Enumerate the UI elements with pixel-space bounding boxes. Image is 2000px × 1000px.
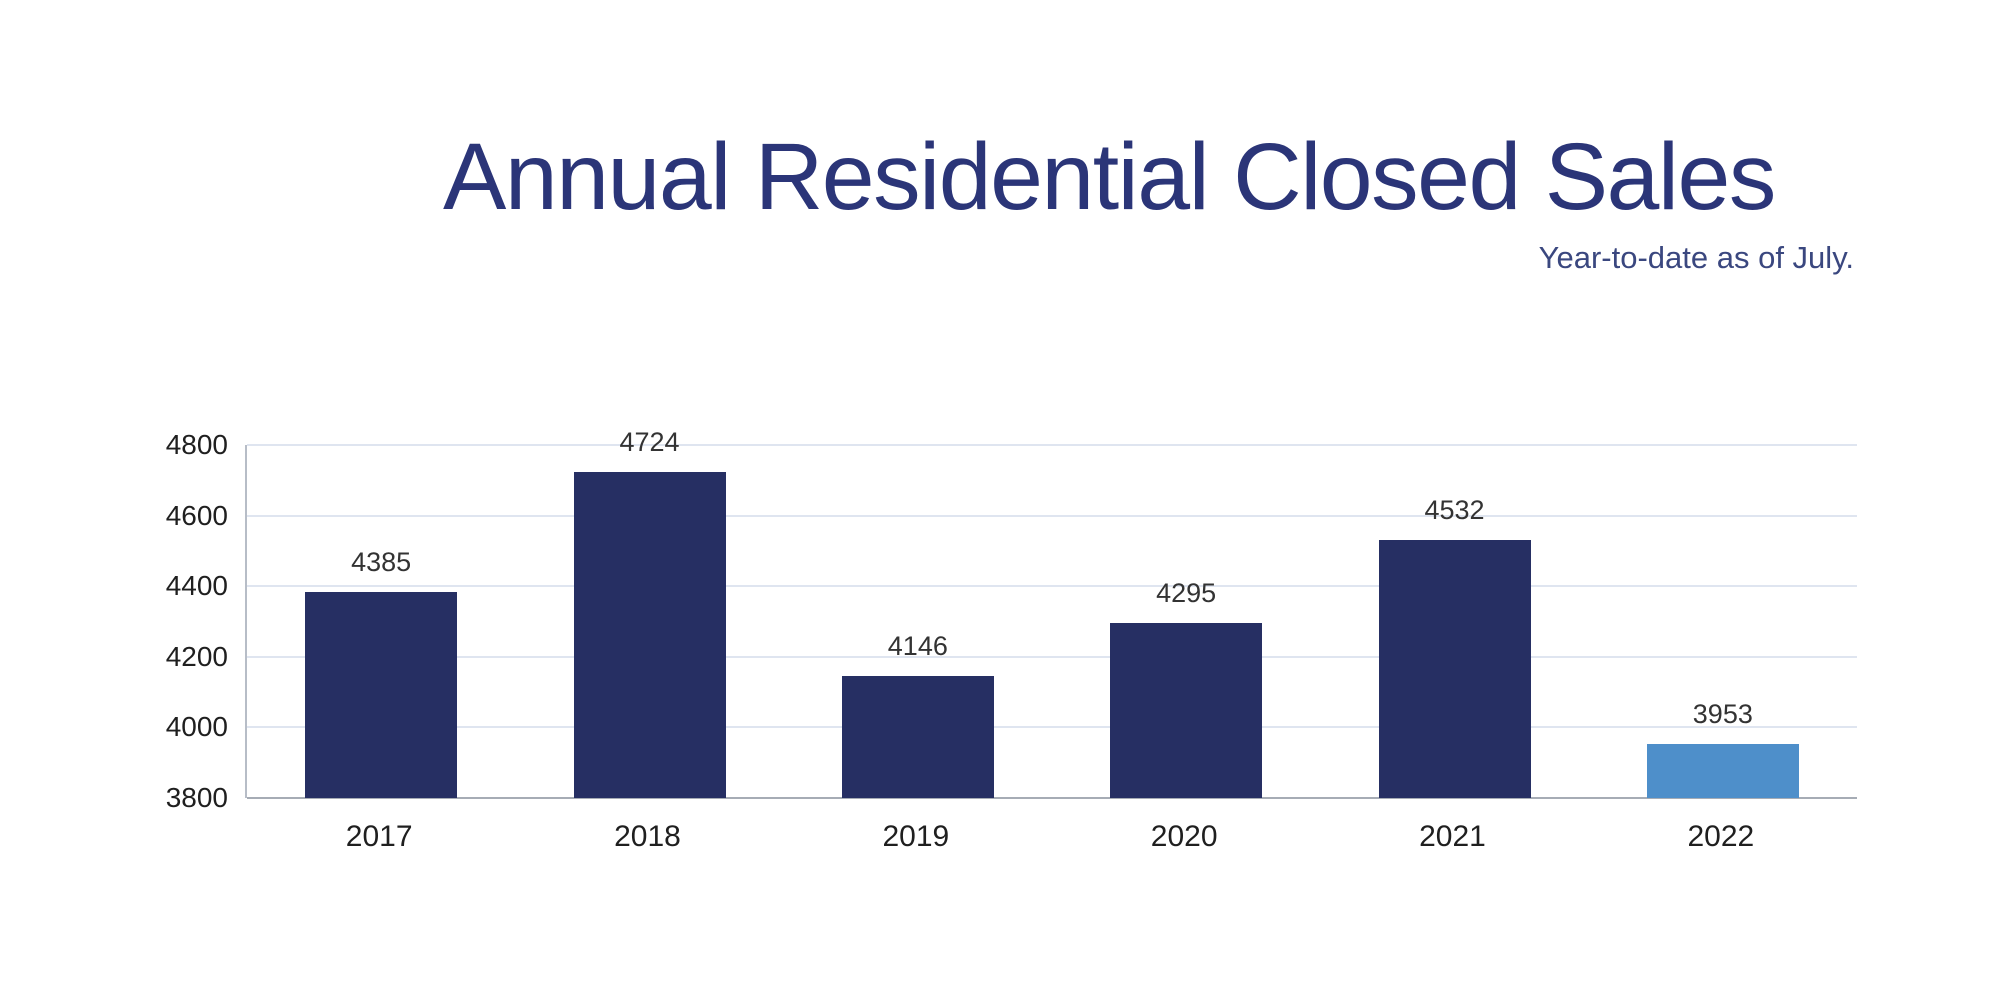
y-tick-label: 3800 <box>165 782 228 813</box>
x-tick-label-2017: 2017 <box>345 820 413 853</box>
bar-2018 <box>573 471 726 798</box>
bar-2022 <box>1646 744 1799 798</box>
gridline <box>247 514 1857 517</box>
x-tick-label-2022: 2022 <box>1687 820 1755 853</box>
bar-value-label-2017: 4385 <box>351 546 412 577</box>
x-tick-label-2018: 2018 <box>614 820 681 853</box>
y-tick-label: 4600 <box>165 499 228 531</box>
y-tick-label: 4800 <box>165 429 228 460</box>
gridline <box>247 726 1857 729</box>
chart-title: Annual Residential Closed Sales <box>443 124 1776 230</box>
y-tick-label: 4400 <box>165 570 228 602</box>
bar-value-label-2018: 4724 <box>619 426 680 457</box>
x-axis-line <box>247 797 1857 799</box>
x-tick-label-2021: 2021 <box>1419 820 1486 853</box>
x-tick-label-2019: 2019 <box>882 820 950 853</box>
bar-2019 <box>841 675 994 798</box>
bar-value-label-2022: 3953 <box>1692 699 1753 729</box>
bar-2021 <box>1378 539 1531 798</box>
gridline <box>247 655 1857 658</box>
bar-2020 <box>1110 623 1263 798</box>
bar-value-label-2019: 4146 <box>887 630 948 661</box>
x-axis-labels: 2017 2018 2019 2020 2021 2022 <box>245 798 1855 858</box>
chart-subtitle: Year-to-date as of July. <box>1538 240 1854 275</box>
x-tick-label-2020: 2020 <box>1150 820 1218 853</box>
bar-2017 <box>305 591 458 798</box>
gridline <box>247 585 1857 588</box>
plot-area: 4385 4724 4146 4295 4532 3953 <box>245 428 1857 799</box>
bar-value-label-2020: 4295 <box>1156 578 1217 609</box>
bar-value-label-2021: 4532 <box>1424 494 1485 525</box>
y-tick-label: 4000 <box>165 711 228 743</box>
y-axis-labels: 3800 4000 4200 4400 4600 4800 <box>128 430 228 813</box>
gridline <box>247 444 1857 446</box>
y-tick-label: 4200 <box>165 640 228 672</box>
